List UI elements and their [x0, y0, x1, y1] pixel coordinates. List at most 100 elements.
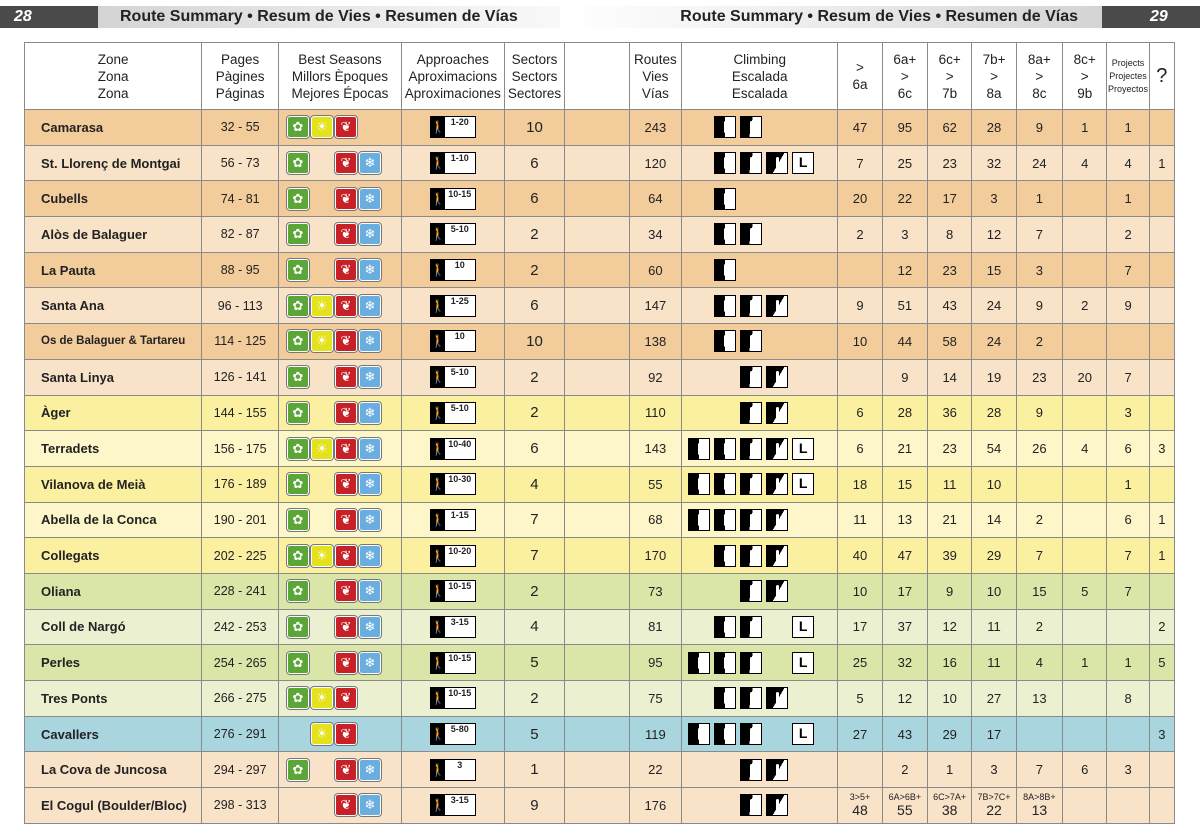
table-row: Santa Linya 126 - 141 ✿ ❦ ❄ 🚶 5-10 2 92 9 14 19 23 20…: [23, 358, 1176, 396]
approach-cell: 🚶 10-15: [400, 572, 505, 610]
col-grade-1: >6a: [837, 42, 883, 110]
projects-count: 1: [1106, 644, 1150, 681]
approach-badge: 🚶 10-15: [429, 651, 476, 674]
table-row: El Cogul (Boulder/Bloc) 298 - 313 ❦ ❄ 🚶 3-15 9…: [23, 787, 1176, 824]
projects-count: [1106, 323, 1150, 360]
unknown-count: [1148, 323, 1176, 360]
hiker-icon: 🚶: [430, 581, 446, 602]
approach-badge: 🚶 10-30: [429, 473, 476, 496]
grade-6a-6c: 47: [881, 537, 929, 574]
unknown-count: 2: [1148, 608, 1176, 646]
zone-name: Camarasa: [23, 109, 203, 146]
col-approaches: Approaches Aproximacions Aproximaciones: [400, 42, 505, 110]
approach-badge: 🚶 3-15: [429, 615, 476, 638]
gap-cell: [564, 430, 630, 467]
approach-cell: 🚶 5-80: [400, 715, 505, 753]
grade-7b-8a: 7B>7C+ 22: [971, 787, 1017, 824]
zone-name: Tres Ponts: [23, 680, 203, 717]
climbing-cell: [681, 572, 839, 610]
grade-8c-9b: 5: [1062, 572, 1108, 610]
grade-7b-8a: 14: [971, 501, 1017, 539]
projects-count: 2: [1106, 216, 1150, 253]
climbing-cell: L: [681, 430, 839, 467]
table-row: Os de Balaguer & Tartareu 114 - 125 ✿ ☀ ❦ ❄ 🚶 1…: [23, 323, 1176, 360]
unknown-count: 1: [1148, 501, 1176, 539]
long-route-icon: L: [792, 473, 815, 496]
grade-7b-8a: 29: [971, 537, 1017, 574]
route-summary-table: Zone Zona Zona Pages Pàgines Páginas Best Se…: [23, 42, 1176, 824]
grade-8c-9b: [1062, 680, 1108, 717]
unknown-count: [1148, 251, 1176, 289]
approach-badge: 🚶 5-80: [429, 723, 476, 746]
slab-icon: [740, 223, 763, 246]
climbing-icons: L: [682, 437, 837, 460]
approach-cell: 🚶 1-10: [400, 144, 505, 182]
grade-7b-8a: 11: [971, 644, 1017, 681]
grade-8c-9b: 20: [1062, 358, 1108, 396]
projects-count: [1106, 715, 1150, 753]
hiker-icon: 🚶: [430, 652, 446, 673]
winter-icon: ❄: [358, 152, 381, 175]
seasons-cell: ✿ ❦ ❄: [277, 216, 402, 253]
boulder-count: 38: [941, 802, 958, 819]
seasons-icons: ✿ ☀ ❦: [279, 687, 401, 710]
vertical-icon: [714, 544, 737, 567]
boulder-grade-label: 7B>7C+: [977, 792, 1011, 803]
grade-7b-8a: 11: [971, 608, 1017, 646]
sector-count: 6: [503, 144, 566, 182]
route-count: 120: [628, 144, 683, 182]
table-header-row: Zone Zona Zona Pages Pàgines Páginas Best Se…: [23, 42, 1176, 110]
winter-icon: ❄: [358, 758, 381, 781]
approach-badge: 🚶 5-10: [429, 366, 476, 389]
slab-icon: [740, 116, 763, 139]
autumn-icon: ❦: [334, 152, 357, 175]
sector-count: 2: [503, 358, 566, 396]
hiker-icon: 🚶: [430, 759, 446, 780]
grade-8c-9b: [1062, 323, 1108, 360]
unknown-count: [1148, 394, 1176, 432]
approach-badge: 🚶 10-15: [429, 580, 476, 603]
climbing-cell: [681, 323, 839, 360]
slab-icon: [740, 687, 763, 710]
spring-icon: ✿: [286, 294, 309, 317]
vertical-icon: [688, 651, 711, 674]
grade-7b-8a: 15: [971, 251, 1017, 289]
approach-cell: 🚶 1-15: [400, 501, 505, 539]
sector-count: 6: [503, 180, 566, 218]
grade-8c-9b: [1062, 216, 1108, 253]
grade-6c-7b: 23: [926, 251, 973, 289]
spring-icon: ✿: [286, 259, 309, 282]
col-sectors: Sectors Sectors Sectores: [503, 42, 566, 110]
grade-6a-6c: 28: [881, 394, 929, 432]
sector-count: 5: [503, 715, 566, 753]
gap-cell: [564, 572, 630, 610]
slab-icon: [740, 366, 763, 389]
approach-time: 10-40: [448, 438, 472, 449]
approach-time: 10: [454, 260, 465, 271]
winter-icon: ❄: [358, 366, 381, 389]
approach-time: 10-15: [448, 652, 472, 663]
col-seasons: Best Seasons Millors Èpoques Mejores Época…: [277, 42, 402, 110]
gap-cell: [564, 109, 630, 146]
spring-icon: ✿: [286, 580, 309, 603]
spring-icon: ✿: [286, 330, 309, 353]
autumn-icon: ❦: [334, 437, 357, 460]
sector-count: 4: [503, 465, 566, 503]
grade-7b-8a: 28: [971, 109, 1017, 146]
seasons-icons: ✿ ❦ ❄: [279, 223, 401, 246]
sector-count: 9: [503, 787, 566, 824]
approach-cell: 🚶 10-20: [400, 537, 505, 574]
seasons-icons: ✿ ❦ ❄: [279, 615, 401, 638]
grade-8c-9b: [1062, 715, 1108, 753]
table-row: Àger 144 - 155 ✿ ❦ ❄ 🚶 5-10 2 110 6 28 36 28 9 3: [23, 394, 1176, 432]
overhang-icon: [766, 294, 789, 317]
sector-count: 7: [503, 501, 566, 539]
grade-8c-9b: [1062, 608, 1108, 646]
page-range: 32 - 55: [201, 109, 279, 146]
grade-6a-6c: 22: [881, 180, 929, 218]
approach-badge: 🚶 10-20: [429, 544, 476, 567]
vertical-icon: [714, 508, 737, 531]
grade-8a-8c: 26: [1015, 430, 1064, 467]
projects-count: 7: [1106, 537, 1150, 574]
spring-icon: ✿: [286, 152, 309, 175]
